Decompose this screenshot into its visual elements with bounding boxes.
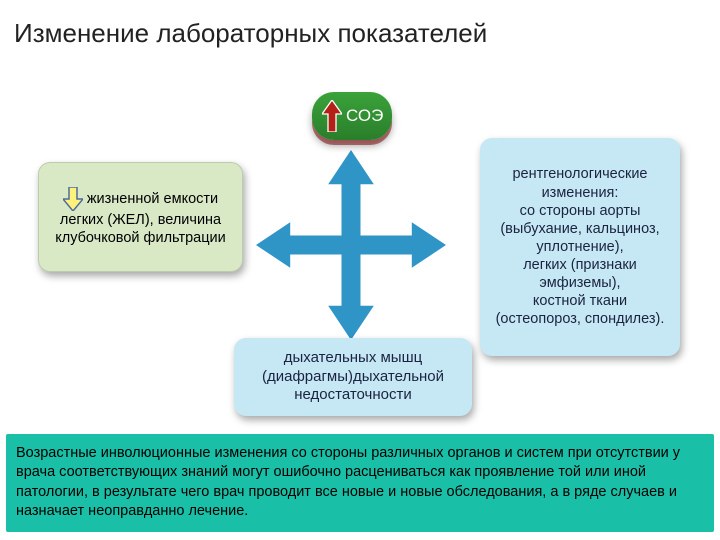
footer-text: Возрастные инволюционные изменения со ст…	[16, 445, 680, 520]
soe-label: СОЭ	[346, 105, 383, 126]
footer-band: Возрастные инволюционные изменения со ст…	[6, 434, 714, 532]
slide: Изменение лабораторных показателей СОЭ ж…	[0, 0, 720, 540]
soe-pill: СОЭ	[312, 92, 392, 140]
right-text: рентгенологические изменения: со стороны…	[494, 165, 666, 328]
left-box-content: жизненной емкости легких (ЖЕЛ), величина…	[53, 187, 228, 247]
right-box: рентгенологические изменения: со стороны…	[480, 138, 680, 356]
page-title: Изменение лабораторных показателей	[14, 18, 487, 49]
left-box: жизненной емкости легких (ЖЕЛ), величина…	[38, 162, 243, 272]
cross-arrows-icon	[256, 150, 446, 340]
bottom-box: дыхательных мышц (диафрагмы)дыхательной …	[234, 338, 472, 416]
cross-arrow-path	[256, 150, 446, 340]
up-arrow-icon	[322, 100, 342, 132]
down-arrow-icon	[63, 187, 83, 211]
bottom-text: дыхательных мышц (диафрагмы)дыхательной …	[248, 349, 458, 405]
